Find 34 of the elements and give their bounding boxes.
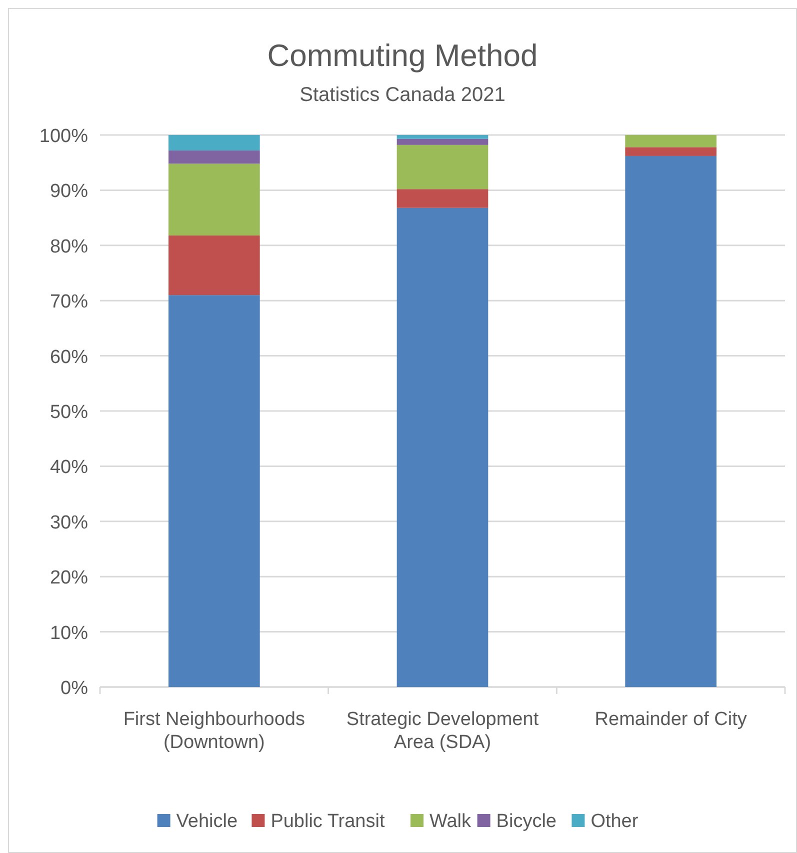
legend-label: Bicycle: [496, 811, 556, 832]
chart-subtitle: Statistics Canada 2021: [300, 84, 506, 106]
bar: [396, 138, 488, 145]
legend-label: Vehicle: [176, 811, 238, 832]
y-tick-label: 70%: [50, 292, 88, 313]
y-tick-label: 10%: [50, 622, 88, 644]
y-tick-label: 40%: [50, 457, 88, 478]
bar: [625, 147, 716, 156]
y-tick-label: 30%: [50, 512, 88, 534]
bar: [168, 164, 260, 236]
bar: [396, 135, 488, 139]
x-tick-label: First Neighbourhoods (Downtown): [123, 709, 305, 753]
y-tick-label: 90%: [50, 181, 88, 202]
x-tick-label: Strategic Development Area (SDA): [346, 709, 540, 753]
bar: [396, 144, 488, 190]
y-tick-label: 80%: [50, 236, 88, 258]
bar: [168, 150, 260, 164]
y-tick-label: 20%: [50, 568, 88, 589]
y-tick-label: 50%: [50, 402, 88, 423]
x-tick-label: Remainder of City: [594, 709, 748, 730]
chart-title: Commuting Method: [267, 38, 538, 73]
legend-label: Other: [590, 811, 639, 832]
y-tick-label: 0%: [60, 678, 88, 699]
bar: [396, 189, 488, 208]
legend-label: Public Transit: [270, 811, 386, 832]
y-tick-label: 100%: [39, 126, 88, 147]
bar: [396, 208, 488, 687]
bar: [168, 135, 260, 150]
bar: [168, 235, 260, 296]
y-tick-label: 60%: [50, 346, 88, 368]
legend-label: Walk: [430, 811, 472, 832]
bar: [625, 135, 716, 148]
bar: [625, 156, 716, 687]
bar: [168, 295, 260, 687]
